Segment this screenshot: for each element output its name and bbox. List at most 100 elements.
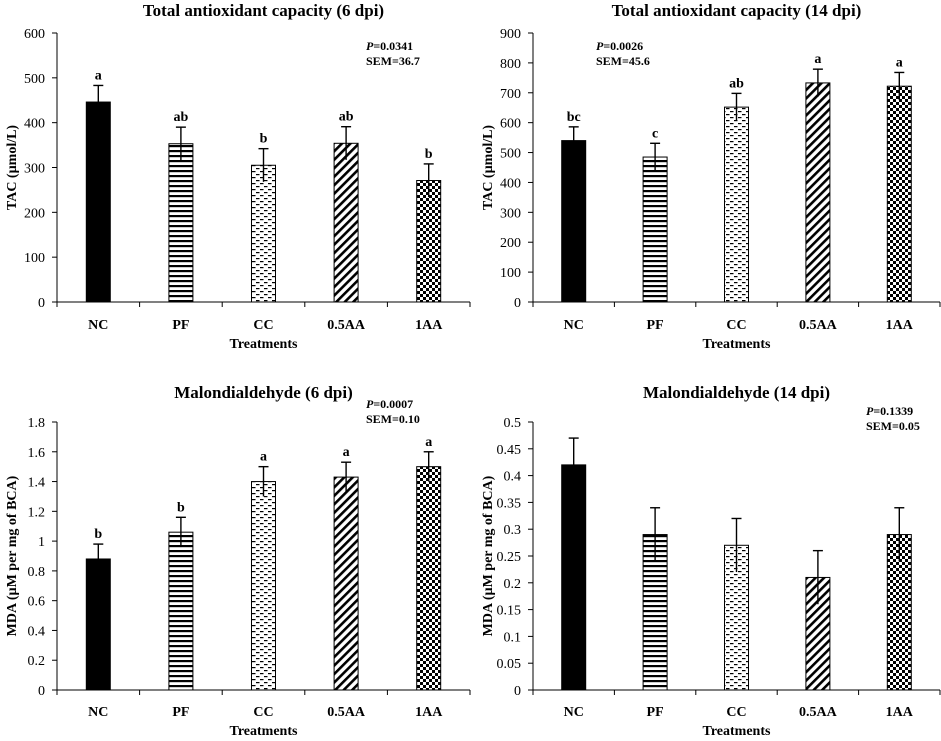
y-tick-label: 1.4: [28, 476, 46, 491]
y-tick-label: 500: [500, 147, 521, 162]
y-tick-label: 0.2: [504, 577, 522, 592]
y-tick-label: 400: [500, 176, 521, 191]
bar-nc: [561, 464, 587, 691]
significance-letter: a: [260, 450, 267, 465]
chart-title: Malondialdehyde (6 dpi): [174, 383, 353, 402]
bar-cc: [251, 481, 276, 691]
bar-pf: [168, 531, 194, 691]
y-tick-label: 0: [514, 296, 521, 311]
bar-cc: [724, 106, 749, 303]
y-axis-label: TAC (µmol/L): [5, 125, 20, 211]
y-tick-label: 600: [500, 117, 521, 132]
significance-letter: ab: [339, 110, 354, 125]
significance-letter: a: [814, 52, 821, 67]
y-tick-label: 300: [500, 206, 521, 221]
y-axis-label: MDA (µM per mg of BCA): [481, 475, 496, 636]
x-axis-label: Treatments: [703, 337, 771, 352]
chart-title: Total antioxidant capacity (6 dpi): [143, 1, 384, 20]
x-category-label: PF: [172, 705, 189, 720]
bar-1aa: [886, 85, 912, 303]
y-tick-label: 500: [24, 72, 45, 87]
y-tick-label: 0.05: [497, 657, 522, 672]
significance-letter: b: [94, 527, 102, 542]
p-value-annotation: P=0.0007: [366, 397, 413, 411]
sem-annotation: SEM=45.6: [596, 54, 650, 68]
bar-05aa: [333, 476, 359, 691]
x-category-label: CC: [726, 705, 746, 720]
bar-1aa: [416, 466, 442, 691]
sem-annotation: SEM=0.10: [366, 412, 420, 426]
y-tick-label: 0.45: [497, 443, 522, 458]
x-axis-label: Treatments: [703, 724, 771, 739]
significance-letter: ab: [174, 110, 189, 125]
x-category-label: 1AA: [886, 705, 914, 720]
bar-1aa: [416, 180, 442, 303]
chart-mda-14dpi: Malondialdehyde (14 dpi) 0 0.05 0.1 0.15 0.2 0…: [481, 383, 941, 739]
y-tick-label: 1.2: [28, 505, 46, 520]
x-category-label: 0.5AA: [799, 318, 838, 333]
x-category-label: NC: [564, 318, 584, 333]
sem-annotation: SEM=0.05: [866, 419, 920, 433]
y-tick-label: 0.25: [497, 550, 522, 565]
bar-nc: [561, 140, 587, 303]
y-tick-label: 600: [24, 27, 45, 42]
chart-panel-tac-14dpi: Total antioxidant capacity (14 dpi) 0 100 2…: [470, 0, 941, 370]
y-tick-label: 100: [24, 251, 45, 266]
y-tick-label: 0: [514, 684, 521, 699]
x-category-label: PF: [647, 705, 664, 720]
significance-letter: a: [95, 68, 102, 83]
chart-title: Total antioxidant capacity (14 dpi): [612, 1, 862, 20]
x-category-label: NC: [88, 705, 108, 720]
x-category-label: PF: [647, 318, 664, 333]
bar-05aa: [333, 142, 359, 303]
bar-nc: [85, 558, 111, 691]
x-category-label: NC: [88, 318, 108, 333]
x-category-label: PF: [172, 318, 189, 333]
x-category-label: 0.5AA: [799, 705, 838, 720]
bar-pf: [168, 143, 194, 303]
bar-cc: [251, 164, 276, 303]
significance-letter: a: [896, 55, 903, 70]
y-tick-label: 0.2: [28, 654, 46, 669]
bar-nc: [85, 101, 111, 303]
chart-panel-mda-6dpi: Malondialdehyde (6 dpi) 0 0.2 0.4 0.6 0.8 1 1.2…: [0, 370, 471, 741]
sem-annotation: SEM=36.7: [366, 54, 420, 68]
y-tick-label: 700: [500, 87, 521, 102]
chart-title: Malondialdehyde (14 dpi): [643, 383, 830, 402]
p-value-annotation: P=0.1339: [866, 404, 913, 418]
x-axis-label: Treatments: [230, 337, 298, 352]
y-tick-label: 0: [38, 296, 45, 311]
y-tick-label: 0.1: [504, 630, 522, 645]
p-value-annotation: P=0.0341: [366, 39, 413, 53]
significance-letter: a: [425, 435, 432, 450]
bar-pf: [642, 156, 668, 303]
chart-mda-6dpi: Malondialdehyde (6 dpi) 0 0.2 0.4 0.6 0.8 1 1.2…: [5, 383, 471, 739]
significance-letter: a: [343, 445, 350, 460]
y-tick-label: 0.3: [504, 523, 522, 538]
y-tick-label: 0.35: [497, 496, 522, 511]
y-tick-label: 200: [24, 206, 45, 221]
x-category-label: 1AA: [415, 705, 443, 720]
x-category-label: CC: [253, 318, 273, 333]
y-tick-label: 1: [38, 535, 45, 550]
chart-tac-14dpi: Total antioxidant capacity (14 dpi) 0 100 2…: [481, 1, 941, 352]
y-tick-label: 300: [24, 162, 45, 177]
x-category-label: 0.5AA: [327, 705, 366, 720]
y-tick-label: 100: [500, 266, 521, 281]
y-tick-label: 0.15: [497, 604, 522, 619]
x-category-label: CC: [253, 705, 273, 720]
y-tick-label: 900: [500, 27, 521, 42]
significance-letter: c: [652, 126, 658, 141]
y-axis-label: MDA (µM per mg of BCA): [5, 475, 20, 636]
p-value-annotation: P=0.0026: [596, 39, 643, 53]
y-axis-label: TAC (µmol/L): [481, 125, 496, 211]
x-axis-label: Treatments: [230, 724, 298, 739]
significance-letter: ab: [729, 76, 744, 91]
y-tick-label: 0.4: [504, 470, 522, 485]
y-tick-label: 1.8: [28, 416, 46, 431]
y-tick-label: 400: [24, 117, 45, 132]
chart-tac-6dpi: Total antioxidant capacity (6 dpi) 0 100 20…: [5, 1, 471, 352]
y-tick-label: 0.8: [28, 565, 46, 580]
significance-letter: bc: [567, 110, 581, 125]
significance-letter: b: [425, 147, 433, 162]
